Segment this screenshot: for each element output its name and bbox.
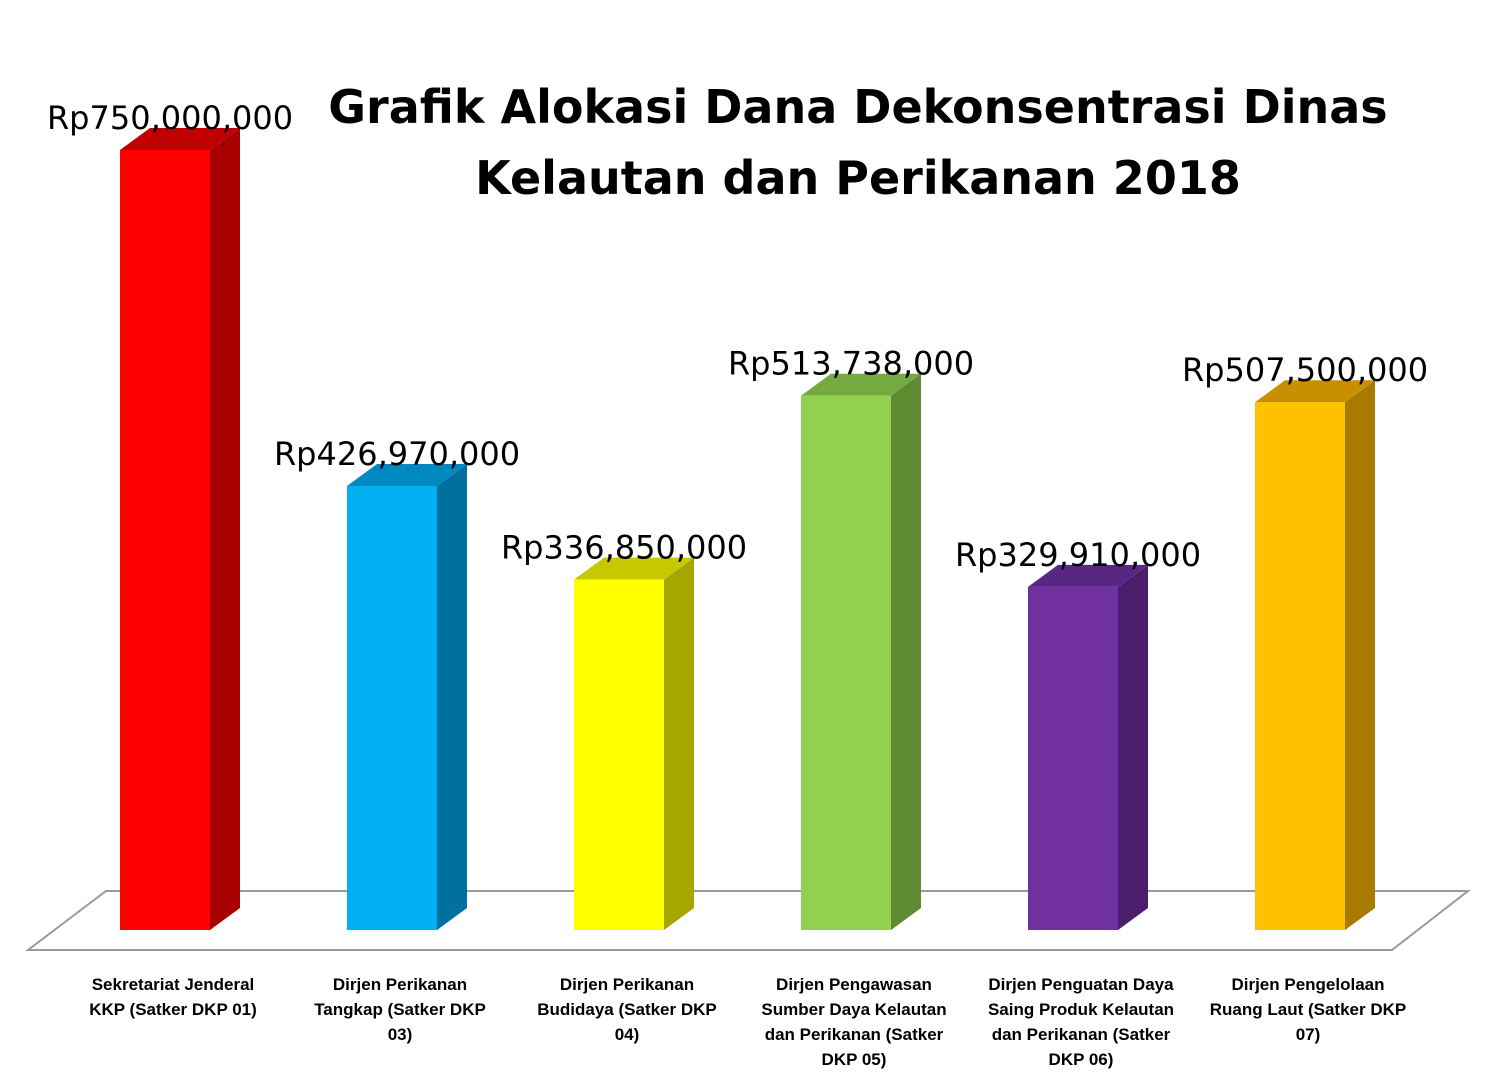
value-label-4: Rp513,738,000	[728, 345, 974, 383]
chart-title: Grafik Alokasi Dana Dekonsentrasi Dinas K…	[328, 80, 1387, 205]
bar-side-4	[891, 373, 921, 930]
bar-top-4	[801, 373, 921, 396]
bar-front-1	[120, 150, 210, 930]
category-label-2: Dirjen Perikanan Tangkap (Satker DKP 03)	[314, 975, 486, 1044]
bar-side-1	[210, 128, 240, 930]
bar-front-5	[1028, 586, 1118, 930]
bar-top-5	[1028, 564, 1148, 587]
value-label-6: Rp507,500,000	[1182, 351, 1428, 389]
bar-front-2	[347, 485, 437, 930]
bar-front-6	[1255, 402, 1345, 930]
bar-side-2	[437, 463, 467, 930]
bar-4	[801, 373, 921, 930]
bar-top-2	[347, 463, 467, 486]
category-label-6: Dirjen Pengelolaan Ruang Laut (Satker DKP…	[1210, 975, 1406, 1044]
chart-floor	[25, 890, 1471, 951]
bar-6	[1255, 380, 1375, 930]
value-label-1: Rp750,000,000	[47, 99, 293, 137]
bar-side-3	[664, 557, 694, 930]
bar-side-5	[1118, 564, 1148, 930]
bar-1	[120, 128, 240, 930]
category-label-5: Dirjen Penguatan Daya Saing Produk Kelaut…	[988, 975, 1174, 1069]
bar-side-6	[1345, 380, 1375, 930]
value-label-2: Rp426,970,000	[274, 435, 520, 473]
value-label-3: Rp336,850,000	[501, 529, 747, 567]
bar-front-3	[574, 579, 664, 930]
bar-top-3	[574, 557, 694, 580]
value-label-5: Rp329,910,000	[955, 536, 1201, 574]
category-label-1: Sekretariat Jenderal KKP (Satker DKP 01)	[89, 975, 257, 1019]
bar-top-1	[120, 128, 240, 150]
bar-2	[347, 463, 467, 930]
bar-5	[1028, 564, 1148, 930]
bar-front-4	[801, 395, 891, 930]
bar-top-6	[1255, 380, 1375, 403]
category-label-4: Dirjen Pengawasan Sumber Daya Kelautan dan…	[761, 975, 946, 1069]
category-label-3: Dirjen Perikanan Budidaya (Satker DKP 04)	[537, 975, 717, 1044]
bar-3	[574, 557, 694, 930]
